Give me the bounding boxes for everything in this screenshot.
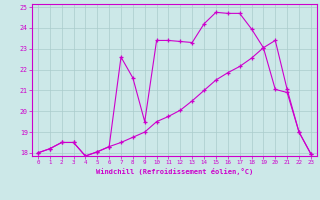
X-axis label: Windchill (Refroidissement éolien,°C): Windchill (Refroidissement éolien,°C) [96,168,253,175]
